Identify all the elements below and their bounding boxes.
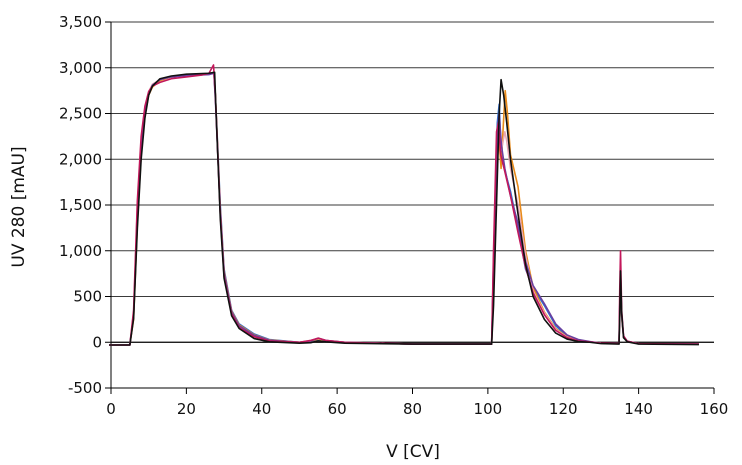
y-tick-label: 1,500 <box>59 196 102 214</box>
series-line-4 <box>109 72 699 346</box>
y-tick-label: 3,500 <box>59 13 102 31</box>
y-tick-label: 2,000 <box>59 150 102 168</box>
x-tick-label: 80 <box>403 400 422 418</box>
y-tick-label: 500 <box>73 288 102 306</box>
x-axis-label: V [CV] <box>386 442 440 462</box>
y-tick-label: 2,500 <box>59 105 102 123</box>
series-line-1 <box>109 72 699 346</box>
x-tick-label: 40 <box>252 400 271 418</box>
series-line-6 <box>109 71 699 346</box>
series-lines <box>109 64 699 346</box>
x-tick-label: 160 <box>700 400 729 418</box>
y-tick-label: -500 <box>68 379 102 397</box>
y-axis-label: UV 280 [mAU] <box>9 146 29 267</box>
x-tick-label: 120 <box>549 400 578 418</box>
y-tick-label: 3,000 <box>59 59 102 77</box>
x-tick-label: 0 <box>106 400 116 418</box>
x-tick-label: 60 <box>328 400 347 418</box>
y-tick-label: 0 <box>92 333 102 351</box>
x-tick-label: 140 <box>624 400 653 418</box>
y-tick-label: 1,000 <box>59 242 102 260</box>
x-tick-label: 20 <box>177 400 196 418</box>
gridlines <box>111 21 714 389</box>
x-tick-label: 100 <box>474 400 503 418</box>
axes <box>105 21 715 394</box>
